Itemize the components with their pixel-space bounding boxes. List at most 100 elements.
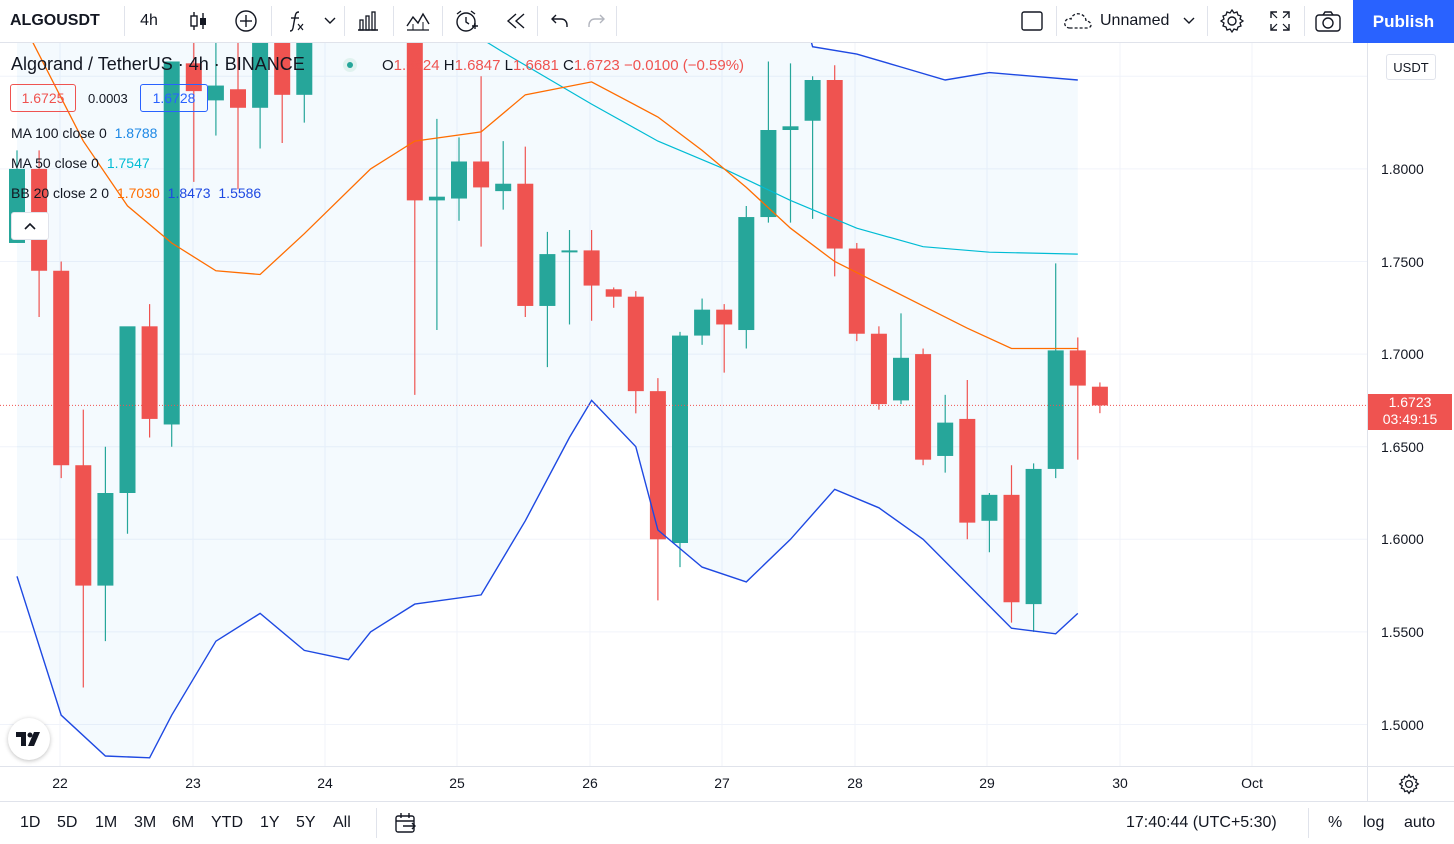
bb-legend[interactable]: BB 20 close 2 0 1.7030 1.8473 1.5586 — [11, 185, 261, 201]
bb-upper-line — [810, 43, 1078, 81]
range-button-all[interactable]: All — [333, 814, 351, 831]
candle-body — [738, 217, 755, 331]
percent-scale-button[interactable]: % — [1328, 814, 1343, 831]
camera-icon[interactable] — [1306, 0, 1350, 42]
ohlc-h-label: H — [443, 57, 455, 74]
candle — [694, 298, 711, 345]
cloud-icon — [1064, 13, 1092, 29]
auto-scale-button[interactable]: auto — [1404, 814, 1436, 831]
price-axis-label: 1.8000 — [1381, 160, 1424, 177]
ma50-legend[interactable]: MA 50 close 0 1.7547 — [11, 155, 150, 171]
chart-settings-icon[interactable] — [1398, 773, 1420, 800]
candle — [119, 326, 136, 534]
candle — [561, 230, 578, 325]
fullscreen-icon[interactable] — [1258, 0, 1302, 42]
templates-icon[interactable] — [396, 0, 440, 42]
replay-icon[interactable] — [496, 0, 536, 42]
candle — [672, 331, 688, 568]
candle — [141, 304, 158, 438]
candle — [583, 230, 600, 321]
candle-body — [915, 354, 932, 460]
tradingview-logo-icon[interactable] — [8, 718, 50, 760]
range-button-5d[interactable]: 5D — [57, 814, 78, 831]
legend-title: Algorand / TetherUS · 4h · BINANCE — [11, 54, 305, 74]
candle — [495, 141, 512, 210]
log-scale-button[interactable]: log — [1363, 814, 1385, 831]
divider — [616, 6, 617, 36]
candle-body — [406, 43, 423, 201]
range-button-ytd[interactable]: YTD — [211, 814, 243, 831]
candle — [163, 61, 180, 447]
bb-basis-line — [32, 43, 1078, 350]
candle — [252, 43, 269, 149]
candle — [274, 43, 291, 143]
candle-body — [627, 296, 644, 392]
candle — [738, 205, 755, 349]
candle-body — [141, 326, 158, 419]
divider — [1304, 6, 1305, 36]
range-button-5y[interactable]: 5Y — [296, 814, 316, 831]
candle-body — [207, 85, 224, 101]
chevron-down-icon[interactable] — [318, 0, 342, 42]
range-button-1d[interactable]: 1D — [20, 814, 41, 831]
range-button-1m[interactable]: 1M — [95, 814, 118, 831]
goto-date-icon[interactable] — [394, 802, 418, 844]
candle — [848, 242, 865, 342]
ma50-value: 1.7547 — [106, 155, 150, 171]
ohlc-values: O1.6824 H1.6847 L1.6681 C1.6723 −0.0100 … — [382, 57, 744, 74]
ohlc-low: 1.6681 — [512, 57, 559, 74]
market-status-icon[interactable] — [343, 58, 357, 72]
candle-body — [296, 43, 313, 95]
range-button-3m[interactable]: 3M — [134, 814, 157, 831]
price-axis-label: 1.5500 — [1381, 623, 1424, 640]
buy-price-button[interactable]: 1.6728 — [140, 84, 208, 112]
collapse-legend-button[interactable] — [11, 212, 49, 240]
countdown-value: 03:49:15 — [1382, 411, 1438, 428]
time-axis-label: 23 — [185, 775, 201, 791]
candle — [1091, 382, 1108, 414]
price-axis-label: 1.7000 — [1381, 346, 1424, 363]
candle-body — [716, 309, 733, 325]
add-compare-icon[interactable] — [224, 0, 268, 42]
divider — [344, 6, 345, 36]
ohlc-change: −0.0100 (−0.59%) — [623, 57, 745, 74]
candle — [97, 446, 114, 642]
candle — [539, 231, 556, 368]
candle-body — [1003, 494, 1020, 603]
price-chart[interactable] — [0, 43, 1454, 801]
candle — [826, 65, 843, 277]
bottom-toolbar: 1D 5D 1M 3M 6M YTD 1Y 5Y All 17:40:44 (UTC+5:30)… — [0, 801, 1454, 843]
interval-button[interactable]: 4h — [140, 12, 158, 29]
candle-body — [694, 309, 711, 336]
ma50-line — [487, 43, 1078, 255]
layout-name-button[interactable]: Unnamed — [1062, 0, 1202, 42]
sell-price-button[interactable]: 1.6725 — [10, 84, 76, 112]
candle — [937, 394, 954, 473]
candle-body — [649, 391, 666, 540]
candle-body — [981, 494, 998, 521]
alert-icon[interactable] — [444, 0, 488, 42]
publish-button[interactable]: Publish — [1353, 0, 1454, 43]
undo-icon[interactable] — [542, 0, 578, 42]
range-button-6m[interactable]: 6M — [172, 814, 195, 831]
range-button-1y[interactable]: 1Y — [260, 814, 280, 831]
ma100-legend[interactable]: MA 100 close 0 1.8788 — [11, 125, 157, 141]
candle-body — [760, 130, 777, 218]
bb-lower-value: 1.5586 — [218, 185, 262, 201]
bar-chart-icon[interactable] — [346, 0, 390, 42]
symbol-search-button[interactable]: ALGOUSDT — [10, 12, 100, 29]
ohlc-high: 1.6847 — [454, 57, 501, 74]
price-axis-label: 1.7500 — [1381, 253, 1424, 270]
candle-body — [826, 80, 843, 249]
candle — [517, 146, 534, 318]
currency-button[interactable]: USDT — [1386, 54, 1436, 80]
clock-display[interactable]: 17:40:44 (UTC+5:30) — [1126, 814, 1277, 831]
redo-icon[interactable] — [578, 0, 614, 42]
layout-square-icon[interactable] — [1010, 0, 1054, 42]
candle — [959, 380, 976, 540]
settings-icon[interactable] — [1210, 0, 1254, 42]
candles-icon[interactable] — [176, 0, 220, 42]
candle — [605, 287, 622, 308]
time-axis-label: 25 — [449, 775, 465, 791]
indicators-icon[interactable] — [276, 0, 316, 42]
